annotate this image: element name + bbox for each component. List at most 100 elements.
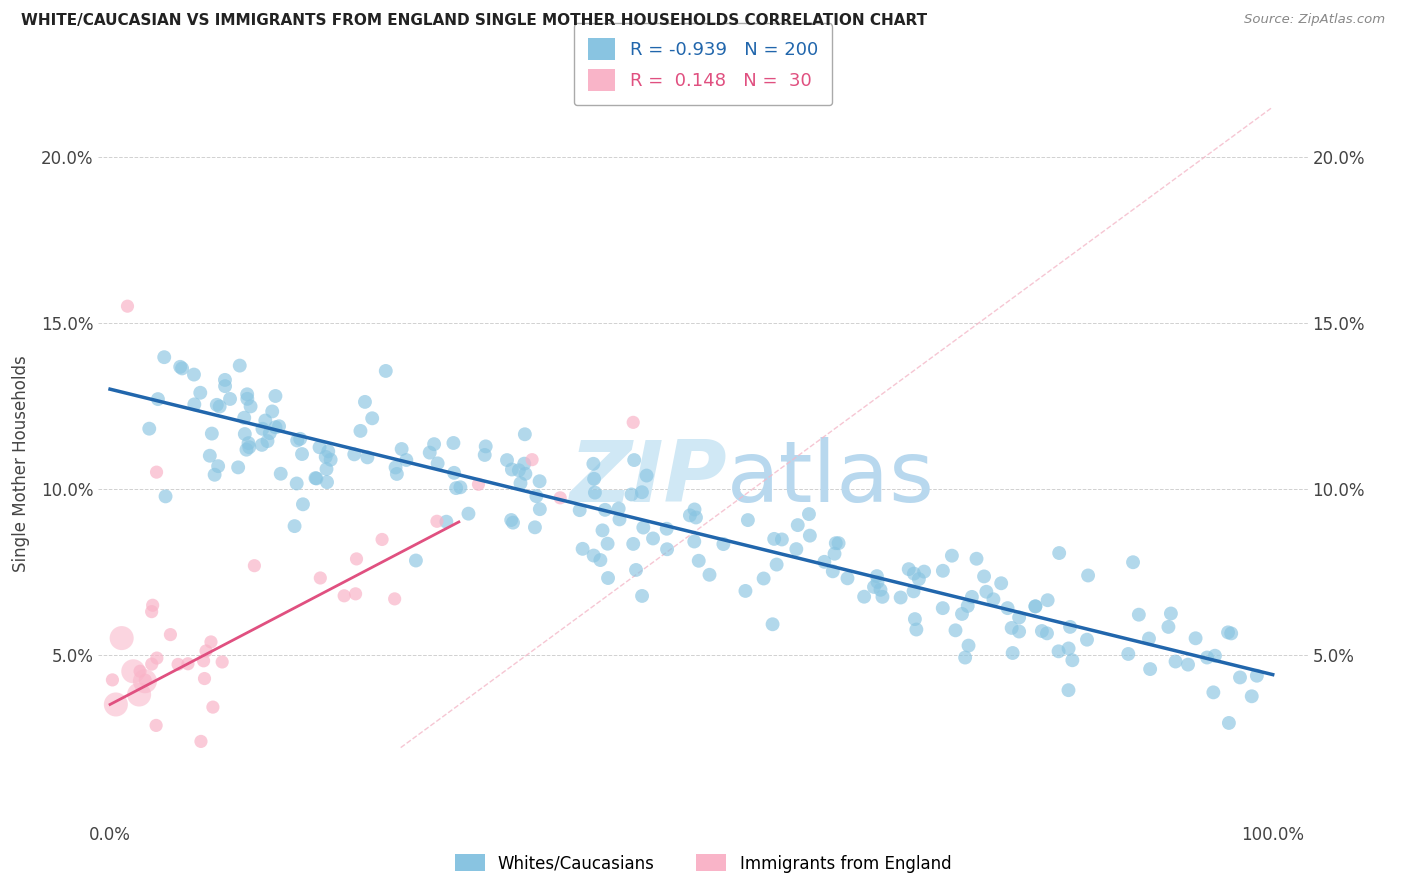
Point — [354, 395, 377, 409]
Point — [426, 514, 449, 528]
Point — [1024, 599, 1046, 614]
Point — [699, 567, 721, 582]
Point — [583, 485, 606, 500]
Point — [183, 368, 205, 382]
Point — [167, 657, 190, 672]
Point — [908, 572, 931, 586]
Text: atlas: atlas — [727, 436, 935, 520]
Point — [827, 536, 849, 550]
Point — [250, 438, 273, 452]
Point — [520, 452, 543, 467]
Point — [384, 591, 406, 606]
Point — [688, 554, 710, 568]
Point — [285, 434, 308, 448]
Point — [593, 503, 616, 517]
Point — [1057, 641, 1080, 656]
Point — [319, 452, 342, 467]
Point — [765, 558, 787, 572]
Point — [1076, 632, 1098, 647]
Point — [932, 601, 955, 615]
Point — [1137, 632, 1160, 646]
Point — [1031, 624, 1053, 638]
Point — [633, 520, 655, 534]
Point — [609, 512, 631, 526]
Point — [1240, 690, 1263, 704]
Point — [122, 665, 145, 679]
Point — [208, 400, 231, 414]
Point — [153, 350, 176, 364]
Point — [146, 651, 169, 665]
Point — [195, 644, 218, 658]
Point — [957, 639, 980, 653]
Y-axis label: Single Mother Households: Single Mother Households — [11, 356, 30, 572]
Point — [138, 422, 160, 436]
Point — [1184, 632, 1206, 646]
Point — [976, 584, 998, 599]
Point — [997, 601, 1019, 615]
Point — [141, 657, 163, 672]
Point — [284, 519, 307, 533]
Point — [1001, 646, 1024, 660]
Point — [423, 437, 446, 451]
Point — [1139, 662, 1161, 676]
Point — [236, 387, 259, 401]
Point — [201, 700, 224, 714]
Point — [905, 623, 928, 637]
Point — [104, 698, 127, 712]
Point — [146, 392, 169, 406]
Point — [226, 460, 249, 475]
Point — [434, 515, 457, 529]
Point — [524, 489, 547, 503]
Point — [1057, 683, 1080, 698]
Point — [205, 398, 228, 412]
Point — [568, 503, 591, 517]
Point — [1220, 626, 1243, 640]
Point — [903, 584, 925, 599]
Point — [1036, 626, 1059, 640]
Point — [713, 537, 735, 551]
Point — [1157, 620, 1180, 634]
Point — [734, 583, 756, 598]
Point — [513, 427, 536, 442]
Point — [813, 555, 835, 569]
Text: ZIP: ZIP — [569, 436, 727, 520]
Point — [129, 664, 152, 678]
Point — [770, 533, 793, 547]
Point — [474, 439, 496, 453]
Point — [229, 359, 252, 373]
Point — [384, 460, 406, 475]
Point — [508, 463, 530, 477]
Point — [824, 547, 846, 561]
Point — [973, 569, 995, 583]
Point — [655, 542, 678, 557]
Point — [238, 436, 260, 450]
Point — [583, 472, 606, 486]
Point — [763, 532, 786, 546]
Point — [866, 569, 889, 583]
Point — [1008, 624, 1031, 639]
Point — [155, 489, 177, 503]
Point — [235, 442, 257, 457]
Point — [211, 655, 233, 669]
Point — [316, 475, 339, 490]
Point — [983, 592, 1005, 607]
Point — [950, 607, 973, 621]
Point — [872, 590, 894, 604]
Point — [1177, 657, 1199, 672]
Point — [315, 450, 337, 464]
Point — [623, 453, 645, 467]
Point — [349, 424, 371, 438]
Point — [169, 359, 191, 374]
Point — [1218, 715, 1240, 730]
Point — [685, 510, 707, 524]
Point — [344, 587, 367, 601]
Legend: R = -0.939   N = 200, R =  0.148   N =  30: R = -0.939 N = 200, R = 0.148 N = 30 — [574, 23, 832, 105]
Point — [219, 392, 242, 406]
Point — [1229, 670, 1251, 684]
Point — [270, 467, 292, 481]
Point — [1122, 555, 1144, 569]
Point — [201, 426, 224, 441]
Point — [305, 471, 328, 485]
Point — [188, 385, 211, 400]
Point — [346, 552, 368, 566]
